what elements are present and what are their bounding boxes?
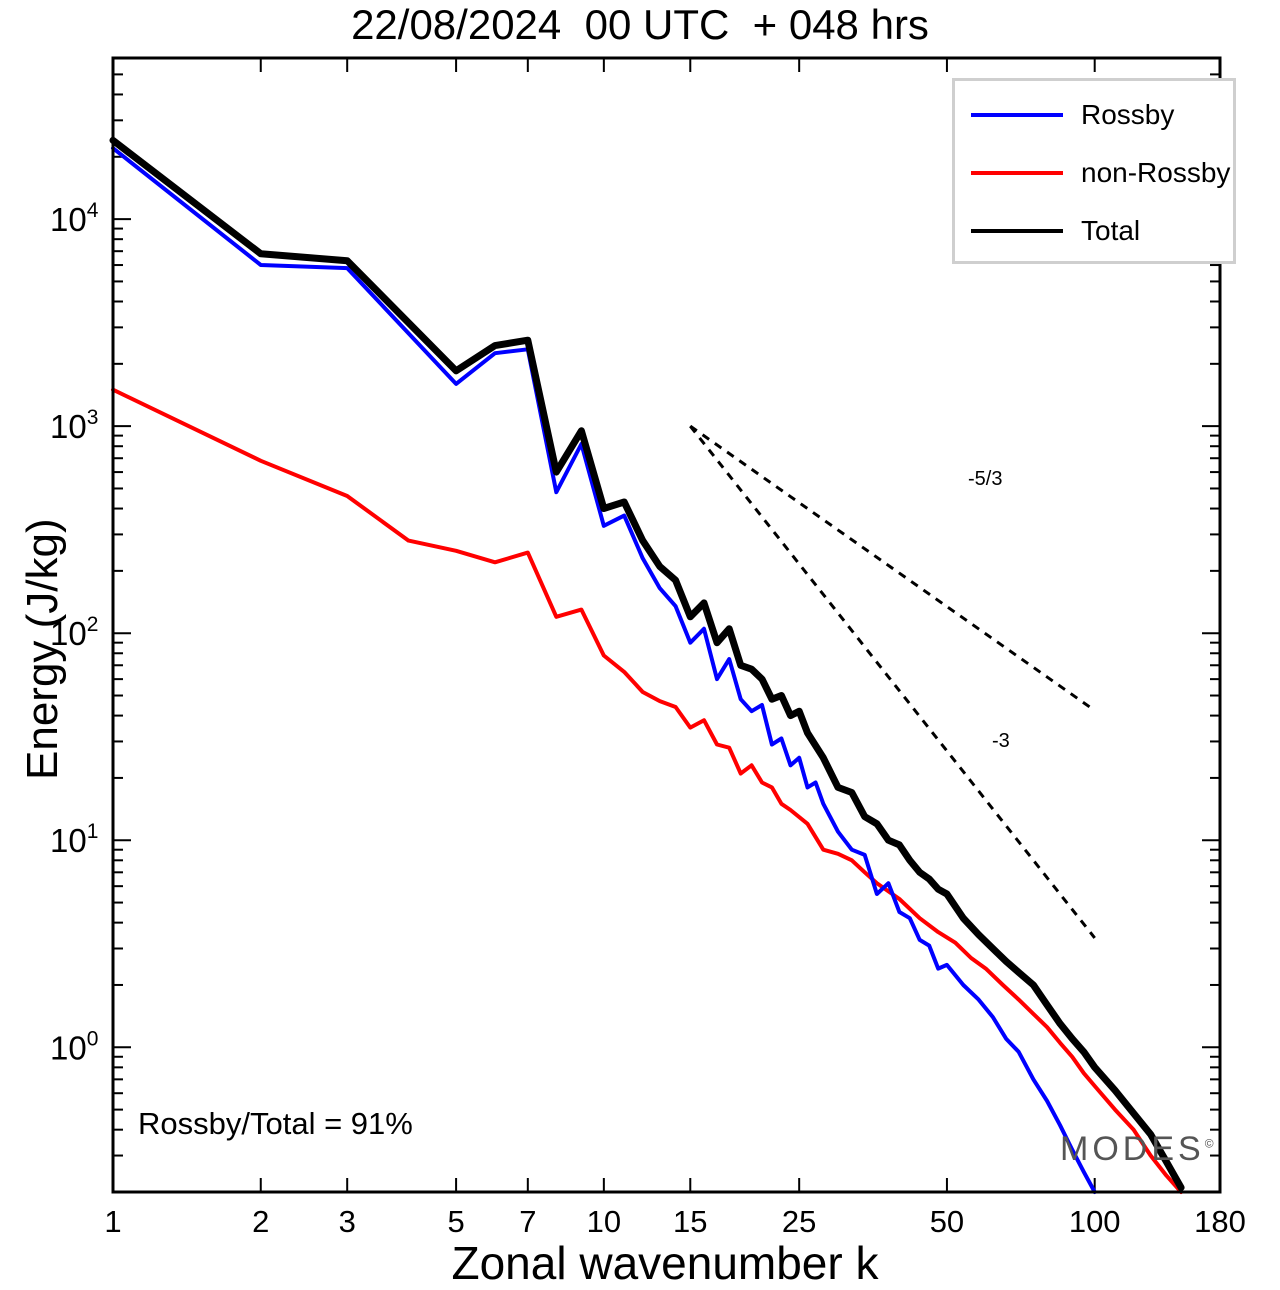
x-tick-label: 7 — [519, 1204, 536, 1239]
y-tick-label: 100 — [50, 1027, 98, 1066]
x-tick-label: 2 — [252, 1204, 269, 1239]
chart-title: 22/08/2024 00 UTC + 048 hrs — [351, 1, 929, 48]
x-tick-label: 25 — [782, 1204, 816, 1239]
slope-label-three: -3 — [992, 730, 1010, 752]
rossby-ratio-annotation: Rossby/Total = 91% — [138, 1106, 413, 1141]
modes-watermark: MODES© — [1060, 1130, 1214, 1169]
watermark-text: MODES — [1060, 1130, 1205, 1168]
legend-swatch-rossby — [971, 113, 1063, 117]
x-axis-label: Zonal wavenumber k — [451, 1237, 879, 1289]
plot-frame — [111, 56, 1222, 1194]
slope-label-five-thirds: -5/3 — [968, 468, 1003, 490]
x-tick-label: 5 — [447, 1204, 464, 1239]
legend-label-rossby: Rossby — [1081, 99, 1175, 130]
y-axis-label: Energy (J/kg) — [18, 518, 67, 780]
legend: Rossby non-Rossby Total — [952, 78, 1236, 264]
copyright-symbol: © — [1204, 1136, 1214, 1151]
x-tick-label: 1 — [104, 1204, 121, 1239]
x-tick-label: 10 — [587, 1204, 621, 1239]
legend-label-non-rossby: non-Rossby — [1081, 157, 1231, 188]
reference-slope-line-0 — [689, 424, 1096, 712]
legend-swatch-non-rossby — [971, 171, 1063, 175]
series-line-rossby — [111, 146, 1097, 1194]
x-tick-label: 180 — [1194, 1204, 1246, 1239]
y-tick-label: 103 — [50, 406, 98, 445]
y-tick-labels: 100 101 102 103 104 — [50, 199, 99, 1066]
series-line-total — [109, 136, 1185, 1192]
reference-slope-line-1 — [689, 425, 1096, 939]
x-tick-labels: 1 2 3 5 7 10 15 25 50 100 180 — [104, 1204, 1245, 1239]
legend-item-rossby: Rossby — [965, 95, 1235, 135]
y-tick-label: 102 — [50, 613, 98, 652]
y-tick-label: 101 — [50, 820, 98, 859]
x-tick-label: 50 — [930, 1204, 964, 1239]
x-tick-label: 15 — [673, 1204, 707, 1239]
reference-slope-lines — [689, 424, 1096, 939]
series-layer — [109, 136, 1185, 1194]
x-tick-label: 3 — [339, 1204, 356, 1239]
legend-swatch-total — [971, 229, 1063, 233]
legend-item-non-rossby: non-Rossby — [965, 153, 1235, 193]
y-tick-label: 104 — [50, 199, 99, 238]
legend-item-total: Total — [965, 211, 1235, 251]
series-line-non-rossby — [111, 387, 1184, 1194]
legend-label-total: Total — [1081, 215, 1141, 246]
x-tick-label: 100 — [1069, 1204, 1121, 1239]
